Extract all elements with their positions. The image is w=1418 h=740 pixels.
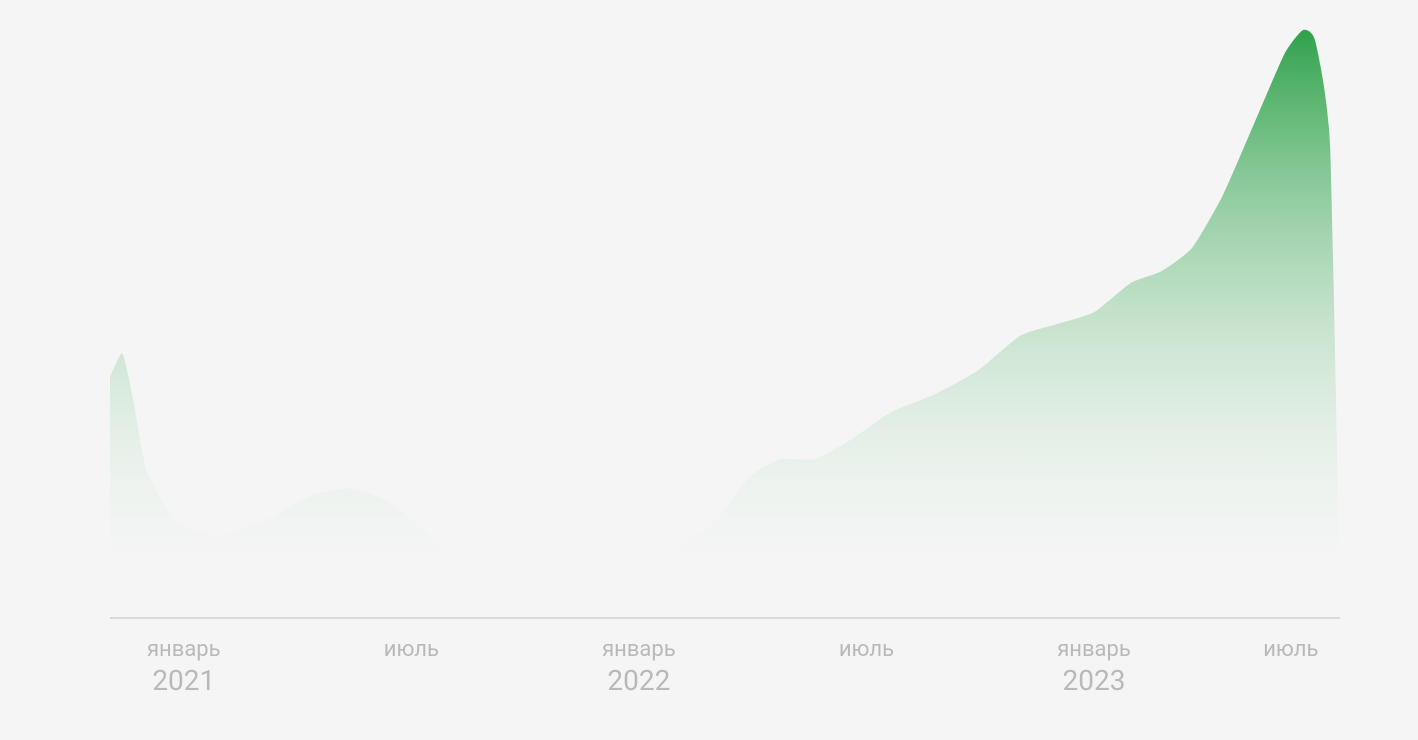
x-tick-month: январь xyxy=(1057,637,1131,662)
x-tick-month: июль xyxy=(839,637,894,662)
x-tick-year: 2023 xyxy=(1063,664,1126,697)
x-tick-month: январь xyxy=(602,637,676,662)
x-tick-year: 2022 xyxy=(607,664,670,697)
x-tick-month: июль xyxy=(1263,637,1318,662)
chart-svg: январь2021июльянварь2022июльянварь2023ию… xyxy=(0,0,1418,740)
x-tick-month: июль xyxy=(384,637,439,662)
x-tick-year: 2021 xyxy=(152,664,215,697)
x-tick-month: январь xyxy=(147,637,221,662)
area-chart: январь2021июльянварь2022июльянварь2023ию… xyxy=(0,0,1418,740)
